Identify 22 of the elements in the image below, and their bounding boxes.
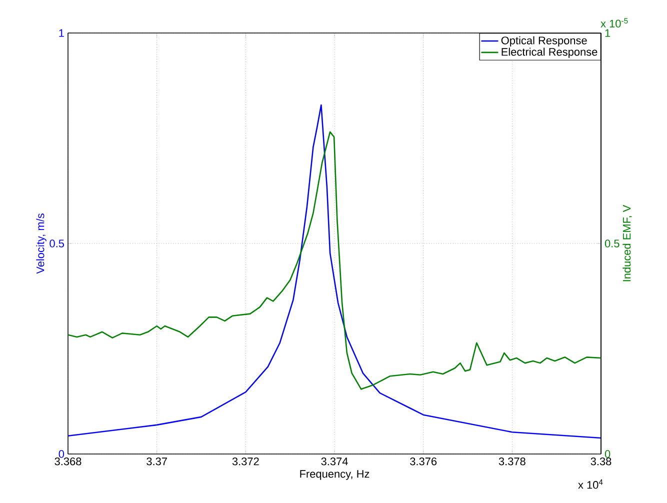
x-tick-label: 3.37 — [146, 458, 167, 466]
x-tick-label: 3.374 — [321, 458, 348, 466]
legend-label: Electrical Response — [502, 48, 598, 58]
x-axis-title: Frequency, Hz — [300, 470, 370, 480]
text: x 10$^{4}$ — [578, 479, 603, 489]
y-tick-label: 1 — [59, 29, 64, 37]
line-series — [68, 104, 602, 439]
x-tick-label: 3.372 — [232, 458, 259, 466]
legend-label: Optical Response — [501, 36, 587, 46]
y-tick-label: 0.5 — [50, 240, 64, 248]
y-tick-label: 0 — [58, 450, 64, 458]
line-series — [68, 131, 602, 390]
x-tick-label: 3.376 — [410, 458, 437, 466]
x-tick-label: 3.38 — [590, 458, 612, 466]
text: x 10$^{-5}$ — [600, 18, 628, 28]
y2-tick-label: 0.5 — [604, 240, 620, 248]
x-tick-label: 3.378 — [498, 458, 526, 466]
y2-tick-label: 0 — [604, 450, 610, 458]
y-axis-title: Velocity, m/s — [36, 214, 46, 274]
y2-tick-label: 1 — [605, 29, 610, 37]
y2-axis-title: Induced EMF, V — [622, 204, 632, 282]
x-tick-label: 3.368 — [54, 458, 82, 466]
